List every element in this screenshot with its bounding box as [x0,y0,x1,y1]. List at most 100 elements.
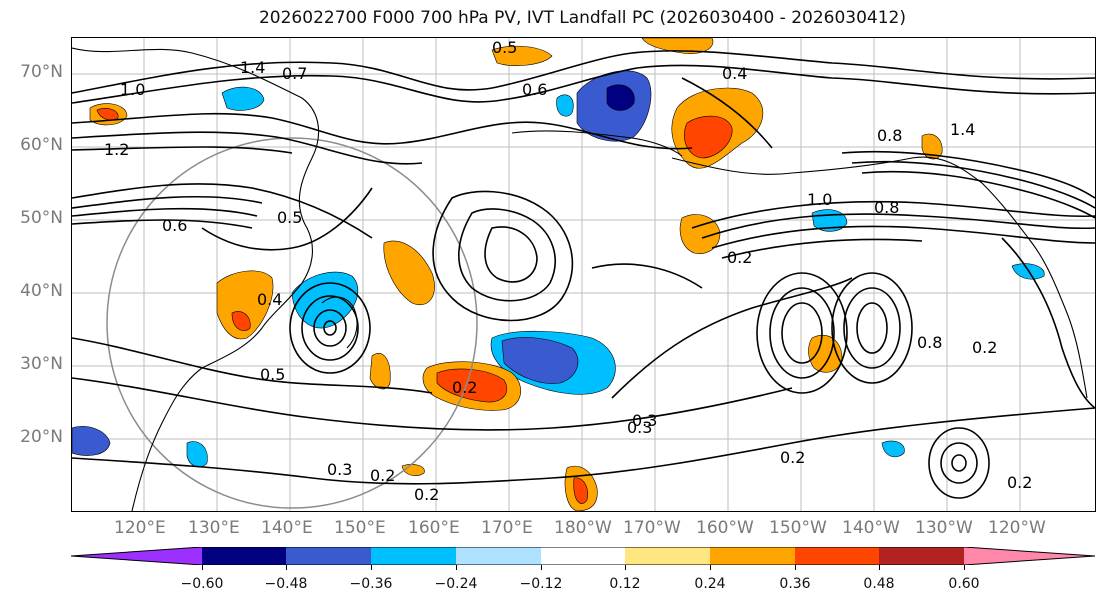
colorbar-tick-label: 0.60 [948,576,980,592]
colorbar-tickmark [286,565,287,570]
contour-label: 0.2 [370,466,396,485]
colorbar-bin [202,547,286,565]
colorbar-tick-label: −0.60 [180,576,224,592]
lat-label-60n: 60°N [20,135,63,155]
shade-red-left [96,108,119,121]
shade-orange-top2 [491,45,553,66]
contour-label: 0.2 [727,248,753,267]
colorbar-tickmark [371,565,372,570]
lon-label-140e: 140°E [261,518,313,538]
colorbar-tick-label: −0.48 [264,576,308,592]
shade-red-japansea [231,311,251,331]
pv-shading [72,38,1045,511]
contour-label: 0.3 [627,418,653,437]
colorbar-bin [71,547,202,565]
colorbar-bin [371,547,456,565]
contour-label: 1.0 [807,190,833,209]
colorbar-bin [795,547,879,565]
lon-label-150e: 150°E [334,518,386,538]
colorbar-tickmark [625,565,626,570]
shade-orange-pac1 [679,214,721,254]
colorbar-bin [879,547,964,565]
lat-label-50n: 50°N [20,208,63,228]
lat-label-30n: 30°N [20,354,63,374]
lon-label-120w: 120°W [988,518,1046,538]
lon-label-180w: 180°W [554,518,612,538]
colorbar-bin [286,547,371,565]
colorbar-tickmark [879,565,880,570]
contour-label: 0.3 [632,411,658,430]
contour-label: 0.6 [522,80,548,99]
shade-orange-pac3 [369,353,391,390]
colorbar-tick-label: 0.12 [609,576,641,592]
colorbar-tickmark [456,565,457,570]
colorbar-tickmark [541,565,542,570]
lat-label-20n: 20°N [20,427,63,447]
lon-label-160e: 160°E [408,518,460,538]
contour-label: 0.8 [917,333,943,352]
lon-label-170w: 170°W [623,518,681,538]
colorbar-bin [964,547,1095,565]
contour-label: 0.2 [414,485,440,504]
colorbar-bin [710,547,795,565]
lat-label-70n: 70°N [20,62,63,82]
contour-label: 0.7 [282,64,308,83]
colorbar [71,547,1095,565]
lon-label-120e: 120°E [114,518,166,538]
contour-label: 0.2 [780,448,806,467]
colorbar-tickmark [202,565,203,570]
contour-label: 0.2 [1007,473,1033,492]
colorbar-tickmark [795,565,796,570]
lon-label-140w: 140°W [842,518,900,538]
shade-cyan-left [221,86,265,111]
colorbar-tickmark [964,565,965,570]
coastlines [72,47,1088,511]
landfall-circle [106,137,478,509]
colorbar-tick-label: 0.48 [863,576,895,592]
contour-label: 0.5 [492,38,518,57]
lon-label-160w: 160°W [696,518,754,538]
contour-label: 0.2 [452,378,478,397]
lat-label-40n: 40°N [20,281,63,301]
contour-label: 0.3 [327,460,353,479]
shade-cyan-rhs3 [881,440,905,458]
shade-blue-center [501,337,579,384]
contour-label: 0.4 [722,64,748,83]
contour-label: 0.8 [877,126,903,145]
contour-label: 0.5 [260,365,286,384]
shade-cyan-s2 [186,441,208,468]
shade-cyan-japan [291,271,359,329]
contour-label: 0.2 [972,338,998,357]
colorbar-bin [625,547,710,565]
colorbar-tick-label: 0.36 [779,576,811,592]
shade-orange-kuril [383,240,435,305]
contour-label: 1.4 [950,120,976,139]
colorbar-tick-label: −0.12 [519,576,563,592]
shade-orange-japansea [216,270,274,340]
lon-label-130w: 130°W [915,518,973,538]
contour-label: 0.6 [162,216,188,235]
shade-red-alaska [683,115,733,159]
lon-label-130e: 130°E [188,518,240,538]
colorbar-tick-label: −0.24 [434,576,478,592]
colorbar-tick-label: 0.24 [694,576,726,592]
map-title: 2026022700 F000 700 hPa PV, IVT Landfall… [258,8,906,28]
colorbar-bin [456,547,541,565]
shade-blue-left [72,426,111,456]
contour-label: 1.2 [104,140,130,159]
contour-label: 0.4 [257,290,283,309]
lon-label-170e: 170°E [481,518,533,538]
shade-orange-top [641,38,714,54]
colorbar-tick-label: −0.36 [349,576,393,592]
shade-red-south [573,477,588,504]
contour-label: 1.4 [240,58,266,77]
contour-label: 0.5 [277,208,303,227]
contours [72,50,1095,499]
shade-red-center [436,368,508,403]
lon-label-150w: 150°W [769,518,827,538]
shade-cyan-bering [556,94,574,117]
contour-label: 1.0 [120,80,146,99]
colorbar-tickmark [710,565,711,570]
colorbar-bin [541,547,625,565]
contour-label: 0.8 [874,198,900,217]
